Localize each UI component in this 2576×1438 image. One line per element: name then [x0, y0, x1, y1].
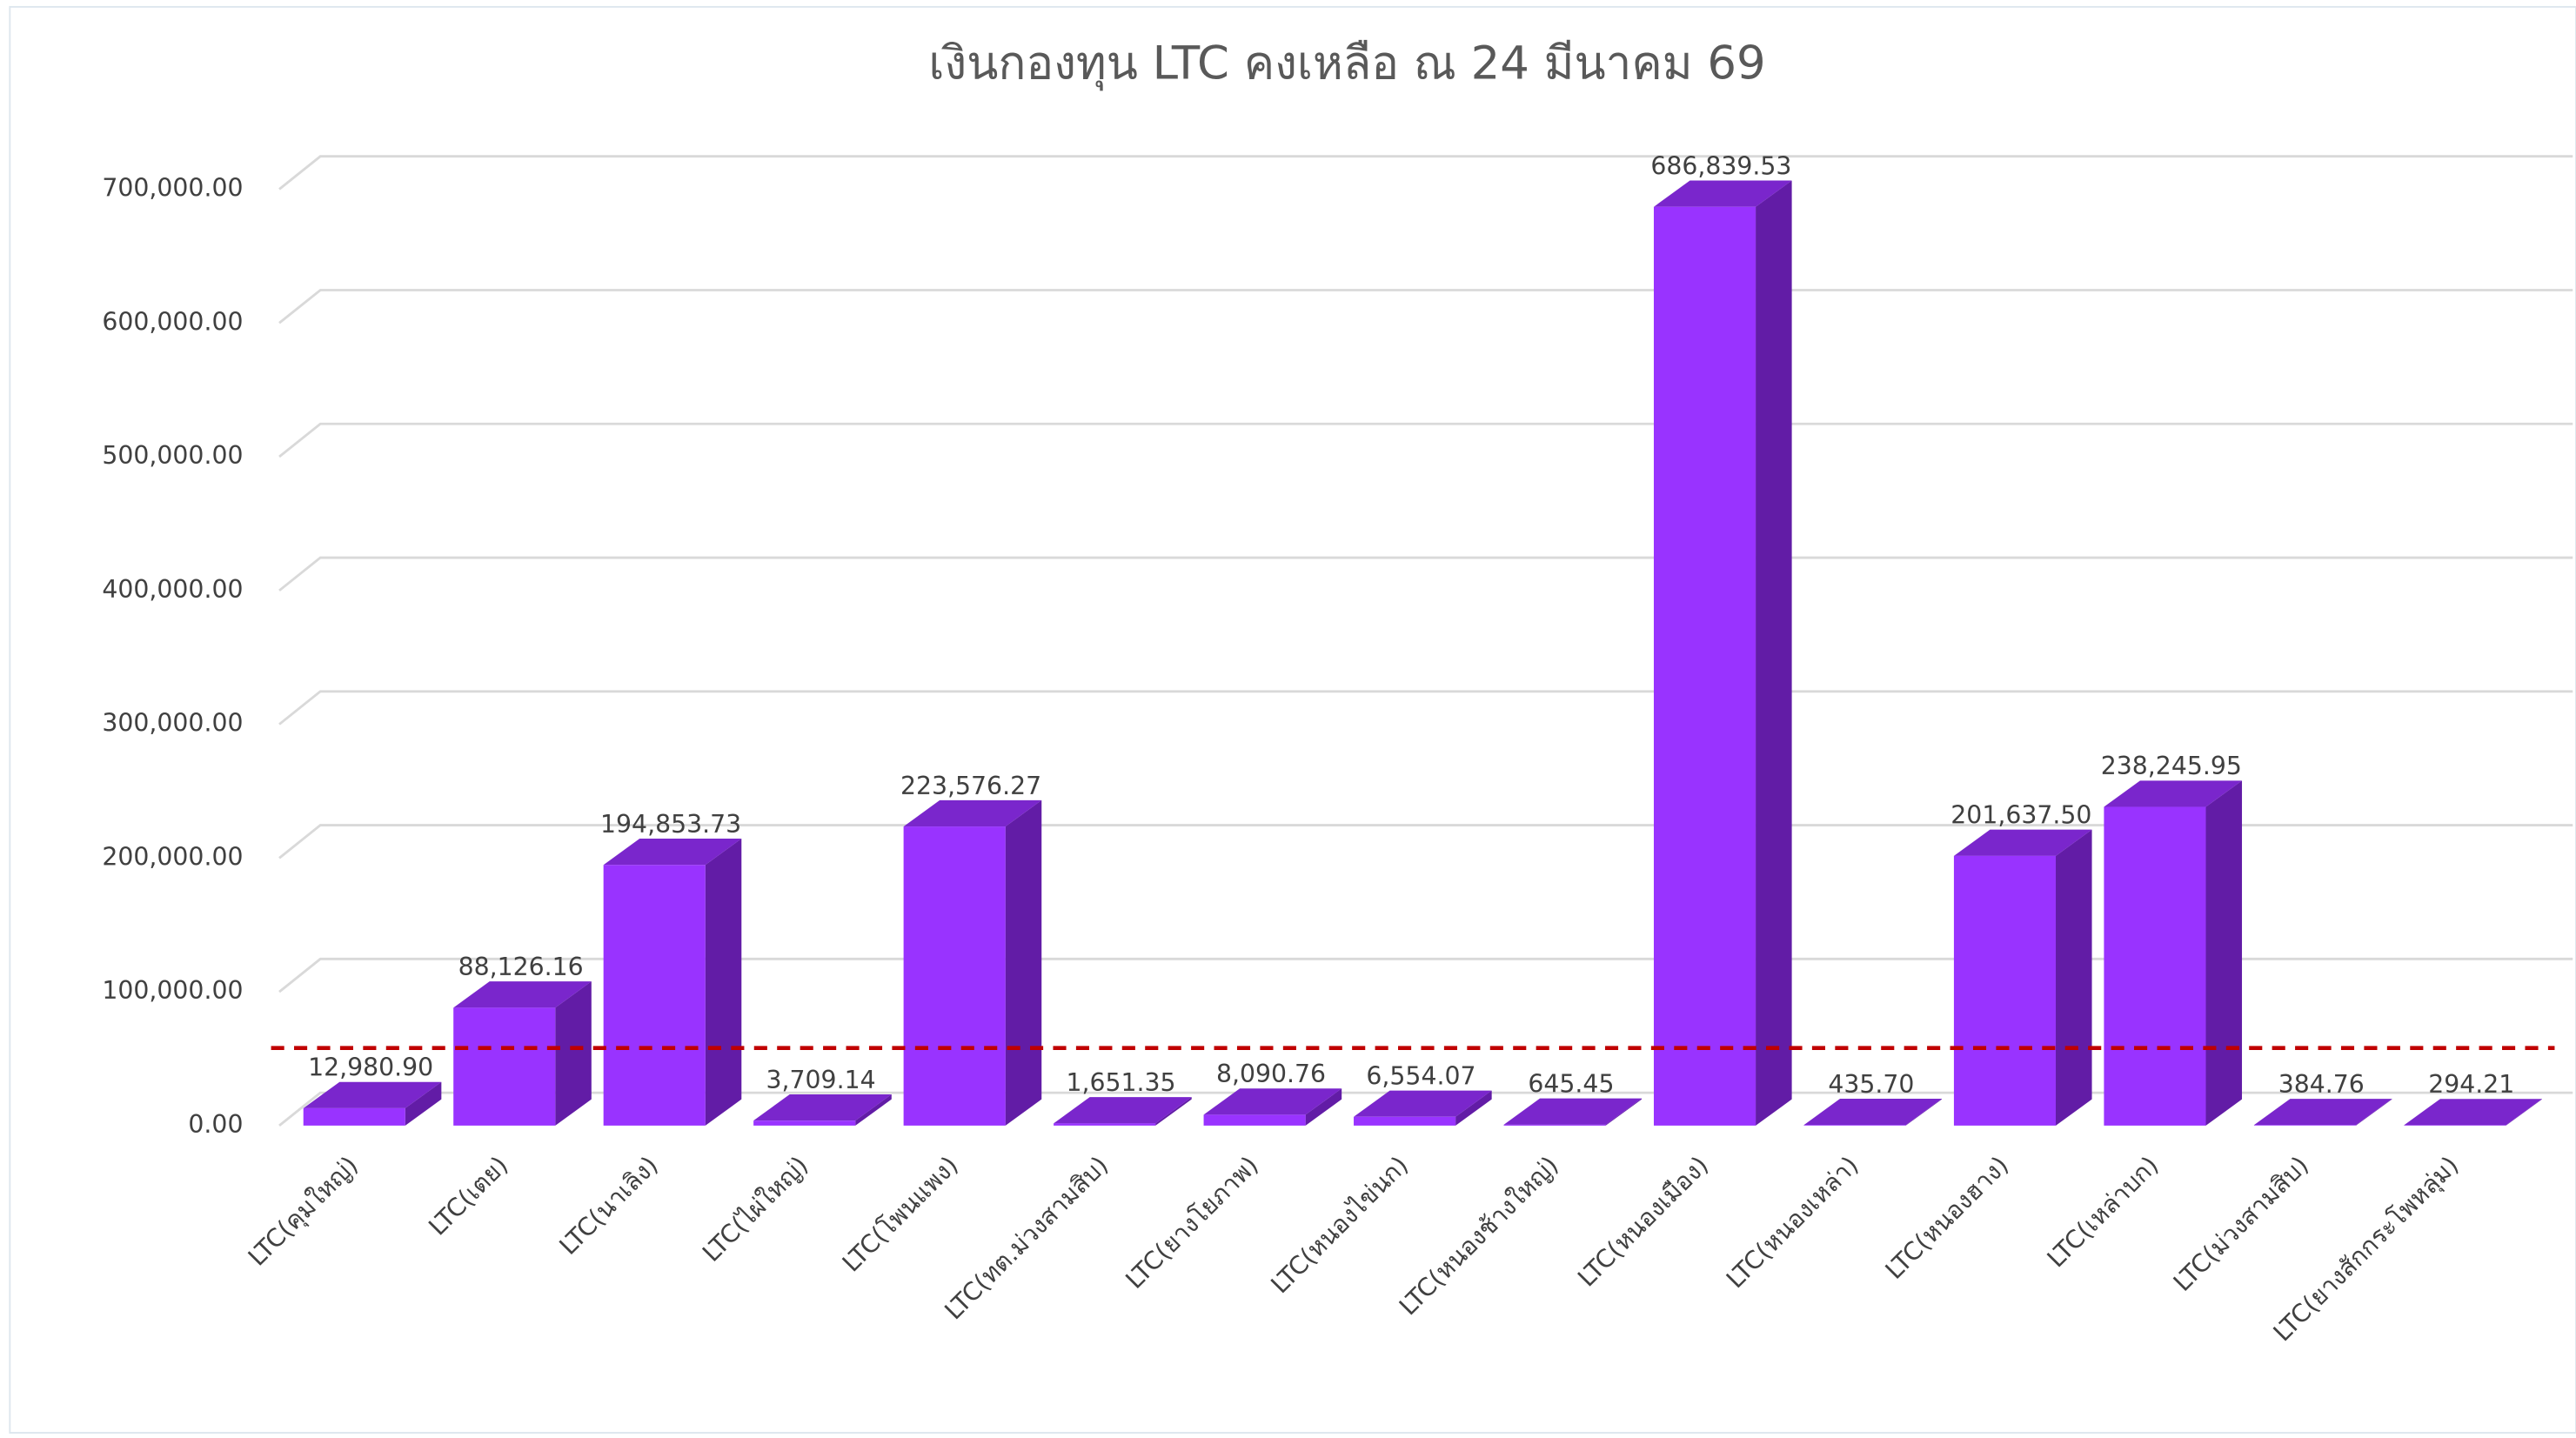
bar-top: [453, 981, 592, 1008]
grid-line: [278, 690, 2573, 726]
y-tick-label: 300,000.00: [102, 709, 243, 738]
bar-side: [705, 839, 742, 1126]
bar-side: [1756, 180, 1792, 1126]
data-label: 645.45: [1528, 1070, 1614, 1099]
bar-side: [2506, 1099, 2542, 1126]
bar: [1953, 855, 2057, 1126]
bar-top: [2253, 1099, 2392, 1126]
data-label: 8,090.76: [1216, 1060, 1326, 1088]
bar-side: [1605, 1098, 1643, 1126]
bar-top: [1803, 1098, 1943, 1126]
y-tick-label: 600,000.00: [102, 307, 243, 336]
bar-top: [1354, 1090, 1492, 1117]
data-label: 294.21: [2428, 1070, 2514, 1099]
data-label: 6,554.07: [1366, 1061, 1475, 1090]
bar-side: [2205, 780, 2243, 1126]
data-label: 238,245.95: [2101, 752, 2242, 780]
grid-line: [278, 1091, 2573, 1127]
grid-line: [278, 556, 2573, 592]
bar: [1653, 206, 1756, 1126]
bar-side: [1455, 1090, 1492, 1126]
bar: [1503, 1124, 1606, 1126]
bar-side: [1305, 1088, 1342, 1126]
bar-side: [1155, 1097, 1192, 1126]
bar: [1354, 1116, 1456, 1126]
bar: [303, 1107, 405, 1126]
grid-line: [278, 824, 2573, 859]
chart-frame: [9, 5, 2576, 1434]
bar: [903, 826, 1006, 1126]
data-label: 384.76: [2278, 1070, 2365, 1099]
bar-side: [555, 981, 592, 1126]
data-label: 12,980.90: [308, 1053, 433, 1082]
bar: [753, 1120, 856, 1126]
data-label: 194,853.73: [600, 810, 741, 839]
bar-top: [753, 1094, 892, 1121]
bar: [2104, 806, 2206, 1126]
bar-top: [2404, 1099, 2542, 1126]
bar: [1803, 1125, 1906, 1126]
grid-line: [278, 289, 2573, 324]
bar-side: [2056, 829, 2092, 1126]
data-label: 435.70: [1828, 1070, 1914, 1099]
bar-side: [855, 1094, 892, 1126]
bar-top: [903, 799, 1042, 827]
chart-title: เงินกองทุน LTC คงเหลือ ณ 24 มีนาคม 69: [928, 37, 1765, 91]
bar: [1054, 1123, 1156, 1126]
bar-top: [1203, 1088, 1342, 1115]
bar-top: [2104, 780, 2243, 807]
data-label: 201,637.50: [1950, 800, 2091, 829]
bar-top: [1953, 829, 2092, 856]
grid-line: [278, 155, 2573, 191]
bar-side: [1005, 799, 1042, 1126]
y-tick-label: 0.00: [188, 1110, 243, 1139]
data-label: 1,651.35: [1066, 1068, 1175, 1097]
grid-line: [278, 422, 2573, 458]
y-tick-label: 100,000.00: [102, 976, 243, 1005]
y-tick-label: 400,000.00: [102, 575, 243, 604]
bar-top: [1054, 1097, 1192, 1124]
data-label: 223,576.27: [900, 772, 1041, 800]
bar-top: [1653, 180, 1792, 207]
data-label: 88,126.16: [458, 953, 584, 981]
y-tick-label: 200,000.00: [102, 842, 243, 871]
bar: [1203, 1114, 1306, 1126]
bar: [603, 865, 706, 1126]
y-tick-label: 700,000.00: [102, 173, 243, 202]
grid-line: [278, 957, 2573, 993]
bar-top: [303, 1081, 442, 1108]
y-tick-label: 500,000.00: [102, 441, 243, 470]
bar-top: [603, 839, 742, 866]
bar-side: [405, 1081, 442, 1126]
data-label: 3,709.14: [766, 1066, 876, 1094]
bar-top: [1503, 1098, 1643, 1125]
data-label: 686,839.53: [1650, 151, 1791, 180]
bar: [2253, 1125, 2356, 1126]
bar-side: [1905, 1098, 1943, 1126]
bar: [453, 1007, 556, 1126]
bar-side: [2355, 1099, 2392, 1126]
